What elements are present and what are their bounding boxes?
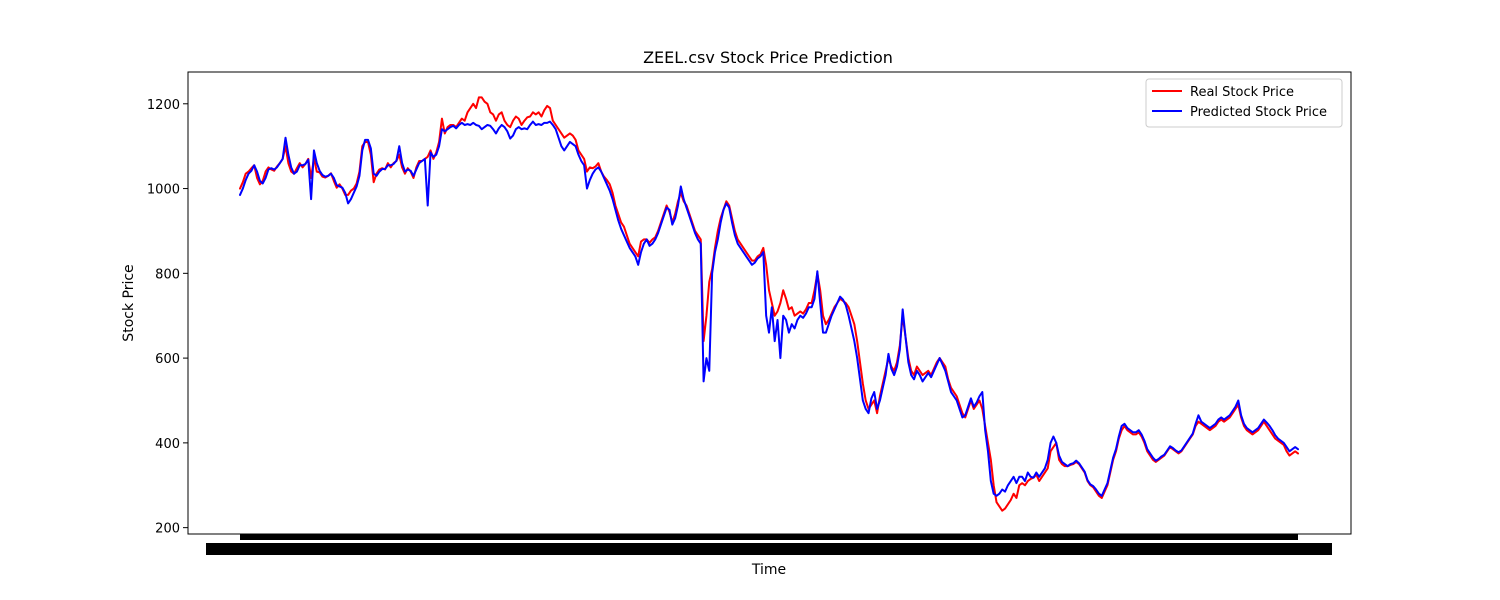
y-tick-label: 200	[155, 522, 180, 537]
y-tick-label: 1200	[147, 98, 180, 113]
y-tick-label: 800	[155, 267, 180, 282]
legend-predicted-label: Predicted Stock Price	[1190, 105, 1327, 120]
x-axis-label: Time	[751, 562, 786, 578]
y-tick-label: 1000	[147, 183, 180, 198]
labels-layer: ZEEL.csv Stock Price Prediction Time Sto…	[121, 48, 893, 578]
predicted-stock-price-line	[239, 120, 1299, 497]
chart-title: ZEEL.csv Stock Price Prediction	[643, 48, 893, 67]
x-tick-labels-overlap	[206, 543, 1332, 555]
series-layer	[239, 96, 1299, 512]
x-tick-strip	[240, 534, 1298, 540]
y-tick-label: 600	[155, 352, 180, 367]
y-tick-label: 400	[155, 437, 180, 452]
axes-layer: 200 400 600 800 1000 1200	[147, 98, 1332, 555]
legend-real-label: Real Stock Price	[1190, 85, 1294, 100]
y-axis-label: Stock Price	[121, 264, 137, 341]
legend: Real Stock Price Predicted Stock Price	[1145, 78, 1343, 128]
legend-box	[1145, 78, 1343, 128]
